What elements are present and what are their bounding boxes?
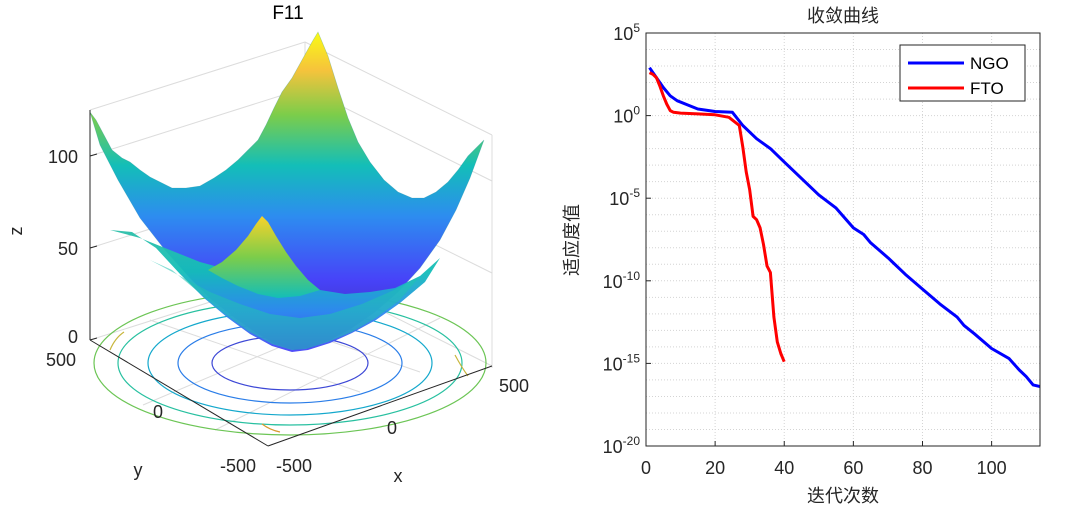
convergence-plot: 收敛曲线 0 20 40 60 80 100 10510010-510-1010-1510… xyxy=(562,6,1041,506)
series-line-ngo xyxy=(648,66,1040,388)
y-tick-label: 10-10 xyxy=(603,269,641,292)
y-tick-label: 0 xyxy=(153,402,163,422)
x-tick-label: -500 xyxy=(276,456,312,476)
y-tick-label: 10-15 xyxy=(603,351,641,374)
x-tick-label: 500 xyxy=(499,376,529,396)
legend: NGO FTO xyxy=(899,44,1026,102)
y-tick-label: 500 xyxy=(46,350,76,370)
z-tick-label: 50 xyxy=(58,239,78,259)
x-tick-label: 60 xyxy=(843,458,863,478)
series-layer xyxy=(648,66,1040,388)
surface-peak xyxy=(208,216,320,298)
plot-frame xyxy=(645,32,1041,447)
series-line-fto xyxy=(648,71,786,363)
legend-label-fto: FTO xyxy=(970,79,1004,98)
x-axis-label: 迭代次数 xyxy=(807,486,879,506)
surface-axes xyxy=(89,110,493,447)
y-tick-label: -500 xyxy=(220,456,256,476)
y-axis-label: y xyxy=(134,460,143,480)
surface-plot: F11 xyxy=(6,3,529,486)
x-tick-label: 20 xyxy=(705,458,725,478)
z-axis-label: z xyxy=(6,227,26,236)
x-ticks: 0 20 40 60 80 100 xyxy=(641,441,1007,478)
x-tick-label: 80 xyxy=(912,458,932,478)
z-tick-label: 0 xyxy=(68,327,78,347)
legend-box xyxy=(899,44,1026,102)
surface-front xyxy=(150,260,420,350)
y-tick-label: 105 xyxy=(613,21,640,44)
y-tick-label: 10-20 xyxy=(603,434,641,457)
y-tick-label: 100 xyxy=(613,104,640,127)
y-axis-label: 适应度值 xyxy=(562,204,583,276)
convergence-title: 收敛曲线 xyxy=(807,6,879,27)
surface-title: F11 xyxy=(272,3,303,24)
legend-label-ngo: NGO xyxy=(970,54,1009,73)
z-tick-label: 100 xyxy=(48,147,78,167)
y-ticks: 105 100 10-5 10-10 10-15 10-20 xyxy=(603,21,651,457)
y-tick-label: 10-5 xyxy=(609,186,640,209)
x-tick-label: 0 xyxy=(387,418,397,438)
x-axis-label: x xyxy=(394,466,403,486)
x-tick-label: 40 xyxy=(774,458,794,478)
x-tick-label: 0 xyxy=(641,458,651,478)
x-tick-label: 100 xyxy=(977,458,1007,478)
